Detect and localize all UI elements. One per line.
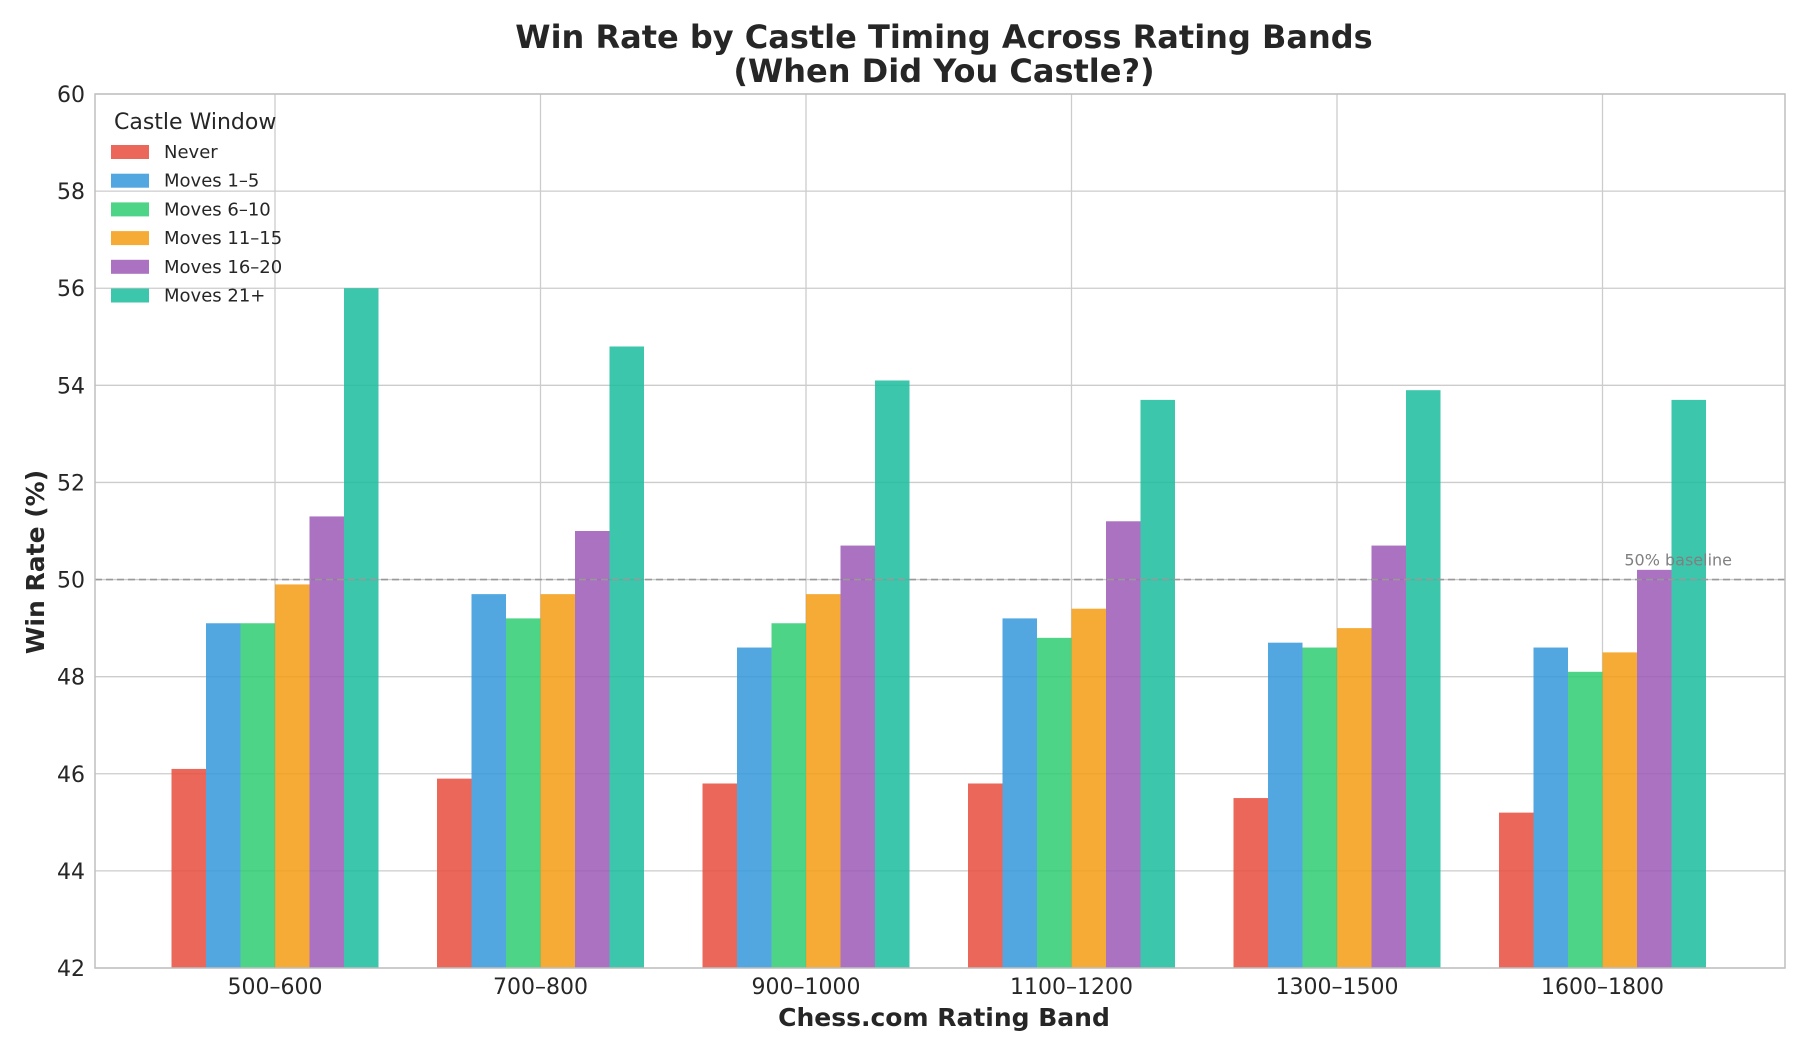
x-tick-label: 1600–1800 bbox=[1541, 975, 1664, 1000]
legend-title: Castle Window bbox=[114, 110, 276, 135]
legend-swatch-5 bbox=[111, 288, 149, 303]
bar-4-4 bbox=[1371, 545, 1406, 968]
y-tick-label: 44 bbox=[57, 860, 85, 885]
legend-swatch-1 bbox=[111, 173, 149, 188]
bar-4-1 bbox=[575, 531, 610, 968]
plot-border bbox=[94, 93, 1786, 969]
bar-1-2 bbox=[737, 647, 772, 968]
bar-5-0 bbox=[344, 288, 379, 968]
bar-5-3 bbox=[1140, 399, 1175, 968]
bar-3-2 bbox=[806, 594, 841, 968]
y-tick-label: 52 bbox=[57, 471, 85, 496]
bar-0-2 bbox=[702, 783, 737, 968]
bar-1-3 bbox=[1002, 618, 1037, 968]
bar-3-1 bbox=[540, 594, 575, 968]
bar-2-5 bbox=[1568, 671, 1603, 968]
bar-2-4 bbox=[1302, 647, 1337, 968]
bar-2-0 bbox=[240, 623, 275, 968]
bar-3-0 bbox=[275, 584, 310, 968]
baseline-label: 50% baseline bbox=[1624, 551, 1732, 570]
bar-2-3 bbox=[1037, 637, 1072, 968]
chart-title-line2: (When Did You Castle?) bbox=[733, 52, 1154, 90]
baseline: 50% baseline bbox=[95, 551, 1785, 581]
y-tick-label: 56 bbox=[57, 277, 85, 302]
bar-3-4 bbox=[1337, 628, 1372, 968]
legend: Castle Window Never Moves 1–5 Moves 6–10 Mo… bbox=[111, 110, 282, 307]
y-tick-label: 60 bbox=[57, 83, 85, 108]
legend-label-0: Never bbox=[164, 142, 218, 163]
legend-label-2: Moves 6–10 bbox=[164, 199, 271, 220]
legend-label-5: Moves 21+ bbox=[164, 286, 265, 307]
x-tick-label: 700–800 bbox=[493, 975, 588, 1000]
bar-2-1 bbox=[506, 618, 541, 968]
bar-5-1 bbox=[609, 346, 644, 968]
bar-5-5 bbox=[1671, 399, 1706, 968]
y-tick-label: 50 bbox=[57, 569, 85, 594]
x-tick-label: 1100–1200 bbox=[1010, 975, 1133, 1000]
bar-0-0 bbox=[171, 768, 206, 968]
x-axis-ticks: 500–600 700–800 900–1000 1100–1200 1300–1500… bbox=[228, 975, 1664, 1000]
y-tick-label: 42 bbox=[57, 957, 85, 982]
bar-3-5 bbox=[1602, 652, 1637, 968]
bar-0-1 bbox=[437, 778, 472, 968]
bar-1-4 bbox=[1268, 642, 1303, 968]
bar-1-1 bbox=[471, 594, 506, 968]
bar-3-3 bbox=[1071, 608, 1106, 968]
y-axis-ticks: 42 44 46 48 50 52 54 56 58 60 bbox=[57, 83, 85, 982]
legend-swatch-4 bbox=[111, 259, 149, 274]
bars bbox=[171, 288, 1706, 968]
legend-swatch-2 bbox=[111, 202, 149, 217]
x-tick-label: 1300–1500 bbox=[1276, 975, 1399, 1000]
x-tick-label: 900–1000 bbox=[752, 975, 861, 1000]
bar-0-3 bbox=[968, 783, 1003, 968]
y-axis-label: Win Rate (%) bbox=[21, 470, 50, 654]
bar-5-2 bbox=[875, 380, 910, 968]
bar-4-5 bbox=[1637, 569, 1672, 968]
bar-2-2 bbox=[771, 623, 806, 968]
bar-0-5 bbox=[1499, 812, 1534, 968]
legend-swatch-3 bbox=[111, 231, 149, 246]
chart-title-line1: Win Rate by Castle Timing Across Rating … bbox=[515, 18, 1372, 56]
plot-frame bbox=[94, 93, 1786, 969]
y-tick-label: 46 bbox=[57, 763, 85, 788]
bar-0-4 bbox=[1233, 798, 1268, 968]
bar-5-4 bbox=[1406, 390, 1441, 968]
legend-label-1: Moves 1–5 bbox=[164, 171, 259, 192]
bar-4-2 bbox=[840, 545, 875, 968]
x-tick-label: 500–600 bbox=[228, 975, 323, 1000]
bar-4-0 bbox=[309, 516, 344, 968]
y-tick-label: 54 bbox=[57, 374, 85, 399]
y-tick-label: 58 bbox=[57, 180, 85, 205]
bar-4-3 bbox=[1106, 521, 1141, 968]
y-tick-label: 48 bbox=[57, 666, 85, 691]
bar-1-0 bbox=[206, 623, 241, 968]
legend-swatch-0 bbox=[111, 145, 149, 159]
bar-1-5 bbox=[1533, 647, 1568, 968]
x-axis-label: Chess.com Rating Band bbox=[778, 1003, 1110, 1032]
legend-label-4: Moves 16–20 bbox=[164, 257, 282, 278]
legend-label-3: Moves 11–15 bbox=[164, 228, 282, 249]
